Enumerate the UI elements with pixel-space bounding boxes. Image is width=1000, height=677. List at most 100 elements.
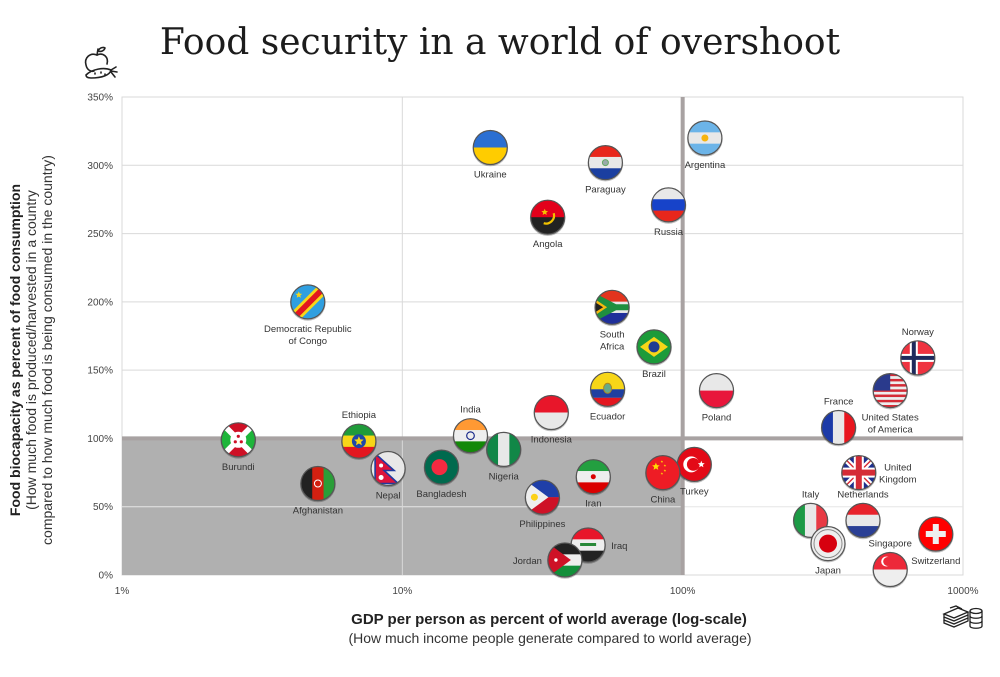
flag-brazil-icon	[637, 329, 671, 364]
marker-border	[645, 455, 681, 491]
data-point-france[interactable]: France	[820, 397, 857, 447]
data-label: Ethiopia	[342, 410, 377, 421]
data-point-nepal[interactable]: Nepal	[370, 450, 406, 502]
data-point-netherlands[interactable]: Netherlands	[837, 489, 889, 540]
data-point-democratic-republic-of-congo[interactable]: Democratic Republic of Congo	[264, 282, 352, 347]
data-label: China	[650, 495, 676, 506]
data-label-line: India	[460, 405, 481, 416]
apple-carrot-icon	[84, 46, 118, 79]
flag-france-icon	[821, 410, 856, 445]
data-label: Nigeria	[489, 471, 520, 482]
y-axis-subtitle-line-2: compared to how much food is being consu…	[39, 155, 55, 545]
marker-border	[792, 502, 829, 539]
data-point-poland[interactable]: Poland	[698, 373, 735, 424]
data-point-singapore[interactable]: Singapore	[869, 539, 912, 589]
data-point-switzerland[interactable]: Switzerland	[911, 516, 960, 567]
data-point-argentina[interactable]: Argentina	[685, 120, 726, 171]
data-label-line: Bangladesh	[416, 489, 466, 500]
data-label-line: Kingdom	[879, 475, 917, 486]
flag-china-icon	[645, 455, 680, 490]
flag-netherlands-icon	[846, 503, 880, 538]
flag-ecuador-icon	[590, 372, 625, 407]
data-point-india[interactable]: India	[452, 405, 489, 455]
data-point-burundi[interactable]: Burundi	[218, 420, 258, 473]
data-label-line: Brazil	[642, 369, 666, 380]
data-label-line: Italy	[802, 489, 820, 500]
data-label: Indonesia	[531, 435, 573, 446]
data-label: Norway	[902, 327, 934, 338]
marker-border	[533, 394, 569, 431]
data-label-line: South	[600, 329, 625, 340]
marker-border	[872, 551, 908, 588]
data-point-ethiopia[interactable]: Ethiopia	[341, 410, 377, 460]
data-label: Jordan	[513, 556, 542, 567]
data-point-paraguay[interactable]: Paraguay	[585, 145, 626, 196]
marker-border	[587, 145, 624, 181]
marker-border	[575, 459, 611, 495]
flag-poland-icon	[699, 373, 734, 408]
data-point-south-africa[interactable]: South Africa	[594, 289, 630, 352]
data-point-united-kingdom[interactable]: United Kingdom	[839, 453, 917, 493]
marker-border	[698, 373, 735, 409]
data-label-line: Angola	[533, 239, 563, 250]
flag-nigeria-icon	[486, 432, 521, 467]
flag-iran-icon	[576, 459, 611, 494]
data-label: Russia	[654, 227, 684, 238]
data-label-line: Ukraine	[474, 170, 507, 181]
data-point-brazil[interactable]: Brazil	[636, 329, 672, 380]
data-point-angola[interactable]: Angola	[529, 199, 566, 250]
marker-border	[841, 455, 877, 491]
marker-border	[290, 284, 326, 320]
marker-border	[845, 502, 881, 539]
data-label: Japan	[815, 566, 841, 577]
data-label: Angola	[533, 239, 563, 250]
data-point-china[interactable]: China	[645, 455, 681, 506]
data-point-ecuador[interactable]: Ecuador	[589, 371, 626, 422]
data-label: Italy	[802, 489, 820, 500]
flag-nepal-icon	[371, 451, 406, 486]
data-label: Poland	[702, 413, 732, 424]
marker-border	[423, 449, 460, 485]
data-point-ukraine[interactable]: Ukraine	[472, 129, 509, 181]
data-point-bangladesh[interactable]: Bangladesh	[416, 449, 467, 500]
data-label-line: Afghanistan	[293, 506, 343, 517]
data-label: United States of America	[862, 413, 919, 436]
data-point-turkey[interactable]: Turkey	[676, 446, 713, 497]
data-point-philippines[interactable]: Philippines	[519, 479, 566, 530]
marker-border	[820, 409, 857, 446]
data-label: Brazil	[642, 369, 666, 380]
data-label-line: Netherlands	[837, 489, 888, 500]
marker-border	[872, 373, 908, 409]
data-label-line: Norway	[902, 327, 934, 338]
data-label: Bangladesh	[416, 489, 466, 500]
y-tick-label: 50%	[93, 502, 113, 513]
flag-italy-icon	[793, 503, 828, 538]
data-point-norway[interactable]: Norway	[900, 327, 936, 377]
flag-afghanistan-icon	[300, 466, 335, 501]
data-label-line: Russia	[654, 227, 684, 238]
data-point-jordan[interactable]: Jordan	[513, 542, 583, 579]
flag-argentina-icon	[687, 121, 722, 155]
flag-japan-icon	[811, 526, 845, 561]
marker-border	[300, 465, 336, 502]
data-point-russia[interactable]: Russia	[650, 187, 687, 238]
data-label-line: Nepal	[376, 491, 401, 502]
data-label-line: Singapore	[869, 539, 912, 550]
data-label-line: Paraguay	[585, 185, 626, 196]
marker-border	[370, 450, 406, 487]
data-point-italy[interactable]: Italy	[792, 489, 829, 540]
data-point-afghanistan[interactable]: Afghanistan	[293, 465, 343, 517]
data-point-iran[interactable]: Iran	[575, 459, 612, 510]
data-label-line: Burundi	[222, 462, 255, 473]
x-axis-subtitle: (How much income people generate compare…	[348, 630, 752, 646]
y-tick-label: 0%	[99, 571, 114, 582]
data-point-indonesia[interactable]: Indonesia	[531, 394, 573, 446]
data-point-iraq[interactable]: Iraq	[570, 527, 627, 564]
y-tick-label: 300%	[87, 161, 113, 172]
data-point-japan[interactable]: Japan	[810, 525, 846, 577]
data-point-nigeria[interactable]: Nigeria	[485, 431, 522, 482]
data-label-line: United	[884, 463, 911, 474]
data-label-line: France	[824, 397, 854, 408]
data-point-united-states-of-america[interactable]: United States of America	[862, 373, 919, 436]
data-label: Argentina	[685, 160, 726, 171]
